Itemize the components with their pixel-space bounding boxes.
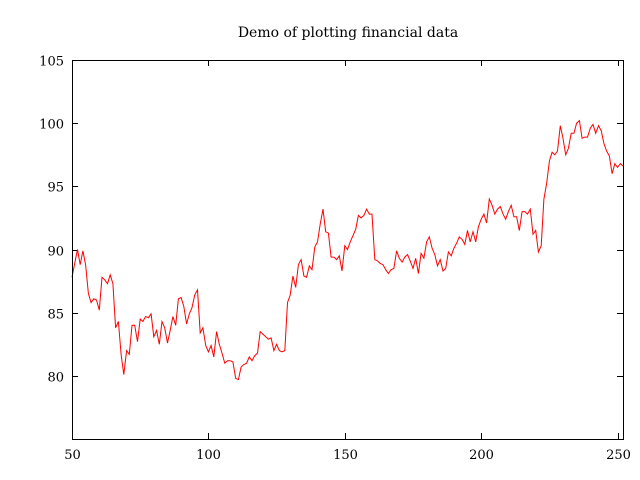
axis-tick-labels: 50 100 150 200 250 80 85 90 95 100 105 — [39, 55, 631, 464]
y-tick-label-95: 95 — [47, 181, 64, 196]
plot-frame — [72, 60, 624, 440]
chart-title: Demo of plotting financial data — [238, 25, 458, 41]
series-group — [71, 119, 624, 381]
y-tick-label-105: 105 — [39, 55, 64, 70]
y-tick-label-85: 85 — [47, 308, 64, 323]
series-line-0 — [71, 119, 624, 381]
x-tick-label-150: 150 — [333, 448, 358, 463]
y-tick-label-100: 100 — [39, 118, 64, 133]
y-tick-label-90: 90 — [47, 245, 64, 260]
x-tick-label-100: 100 — [196, 448, 221, 463]
y-tick-label-80: 80 — [47, 371, 64, 386]
x-tick-label-250: 250 — [606, 448, 631, 463]
x-tick-label-200: 200 — [469, 448, 494, 463]
x-tick-label-50: 50 — [64, 448, 81, 463]
